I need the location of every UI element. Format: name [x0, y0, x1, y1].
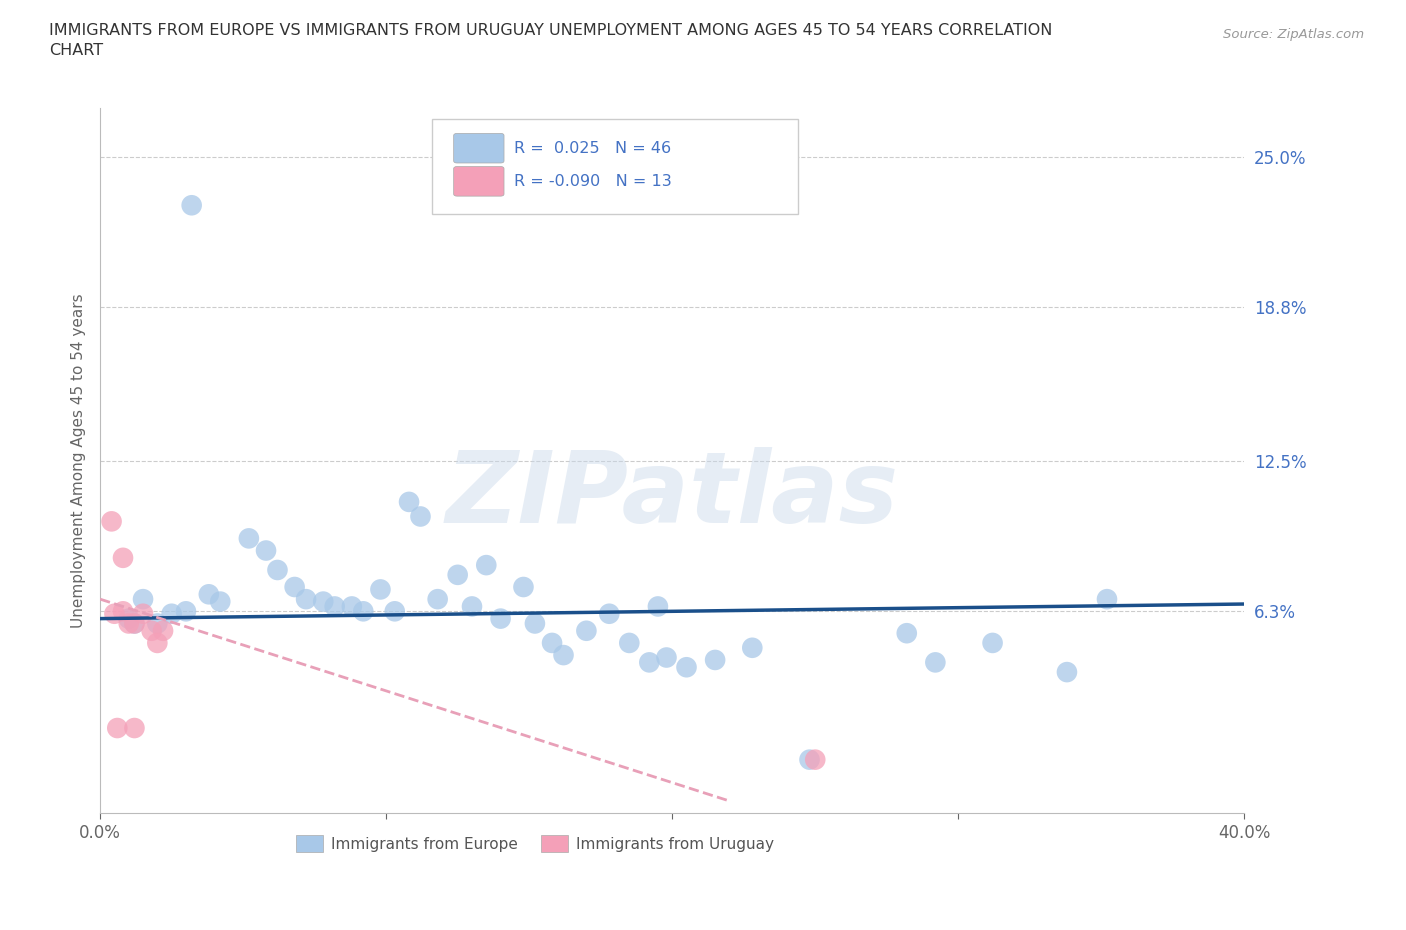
- Point: [141, 623, 163, 638]
- FancyBboxPatch shape: [454, 166, 503, 196]
- Point: [619, 635, 641, 650]
- Point: [111, 551, 134, 565]
- Point: [799, 752, 821, 767]
- Point: [541, 635, 564, 650]
- Text: Source: ZipAtlas.com: Source: ZipAtlas.com: [1223, 28, 1364, 41]
- Point: [238, 531, 260, 546]
- Point: [124, 616, 146, 631]
- Text: R = -0.090   N = 13: R = -0.090 N = 13: [515, 174, 672, 189]
- Point: [254, 543, 277, 558]
- Point: [675, 659, 697, 674]
- Text: ZIPatlas: ZIPatlas: [446, 447, 898, 544]
- Point: [804, 752, 827, 767]
- Point: [312, 594, 335, 609]
- Point: [209, 594, 232, 609]
- Point: [704, 653, 727, 668]
- Point: [512, 579, 534, 594]
- Point: [523, 616, 546, 631]
- Point: [638, 655, 661, 670]
- Point: [352, 604, 374, 618]
- Y-axis label: Unemployment Among Ages 45 to 54 years: Unemployment Among Ages 45 to 54 years: [72, 293, 86, 628]
- Point: [447, 567, 470, 582]
- Point: [426, 591, 449, 606]
- Text: R =  0.025   N = 46: R = 0.025 N = 46: [515, 140, 672, 155]
- Point: [266, 563, 288, 578]
- Point: [489, 611, 512, 626]
- Legend: Immigrants from Europe, Immigrants from Uruguay: Immigrants from Europe, Immigrants from …: [290, 829, 780, 858]
- Point: [981, 635, 1004, 650]
- Point: [323, 599, 346, 614]
- Point: [132, 591, 155, 606]
- Point: [370, 582, 392, 597]
- Point: [647, 599, 669, 614]
- Point: [284, 579, 307, 594]
- Point: [103, 606, 125, 621]
- Point: [160, 606, 183, 621]
- Point: [124, 616, 146, 631]
- Point: [655, 650, 678, 665]
- Point: [180, 198, 202, 213]
- Point: [174, 604, 197, 618]
- Point: [409, 509, 432, 524]
- Point: [132, 606, 155, 621]
- Point: [111, 604, 134, 618]
- Point: [100, 514, 122, 529]
- Point: [146, 616, 169, 631]
- Point: [295, 591, 318, 606]
- Point: [1095, 591, 1118, 606]
- Point: [118, 616, 141, 631]
- Point: [398, 495, 420, 510]
- Text: IMMIGRANTS FROM EUROPE VS IMMIGRANTS FROM URUGUAY UNEMPLOYMENT AMONG AGES 45 TO : IMMIGRANTS FROM EUROPE VS IMMIGRANTS FRO…: [49, 23, 1053, 58]
- Point: [105, 721, 128, 736]
- Point: [146, 635, 169, 650]
- Point: [924, 655, 946, 670]
- Point: [896, 626, 918, 641]
- Point: [1056, 665, 1078, 680]
- Point: [198, 587, 221, 602]
- Point: [340, 599, 363, 614]
- Point: [152, 623, 174, 638]
- FancyBboxPatch shape: [454, 133, 503, 163]
- Point: [124, 721, 146, 736]
- Point: [598, 606, 620, 621]
- Point: [575, 623, 598, 638]
- Point: [461, 599, 484, 614]
- Point: [118, 611, 141, 626]
- Point: [553, 647, 575, 662]
- Point: [475, 558, 498, 573]
- FancyBboxPatch shape: [432, 119, 799, 214]
- Point: [384, 604, 406, 618]
- Point: [741, 641, 763, 656]
